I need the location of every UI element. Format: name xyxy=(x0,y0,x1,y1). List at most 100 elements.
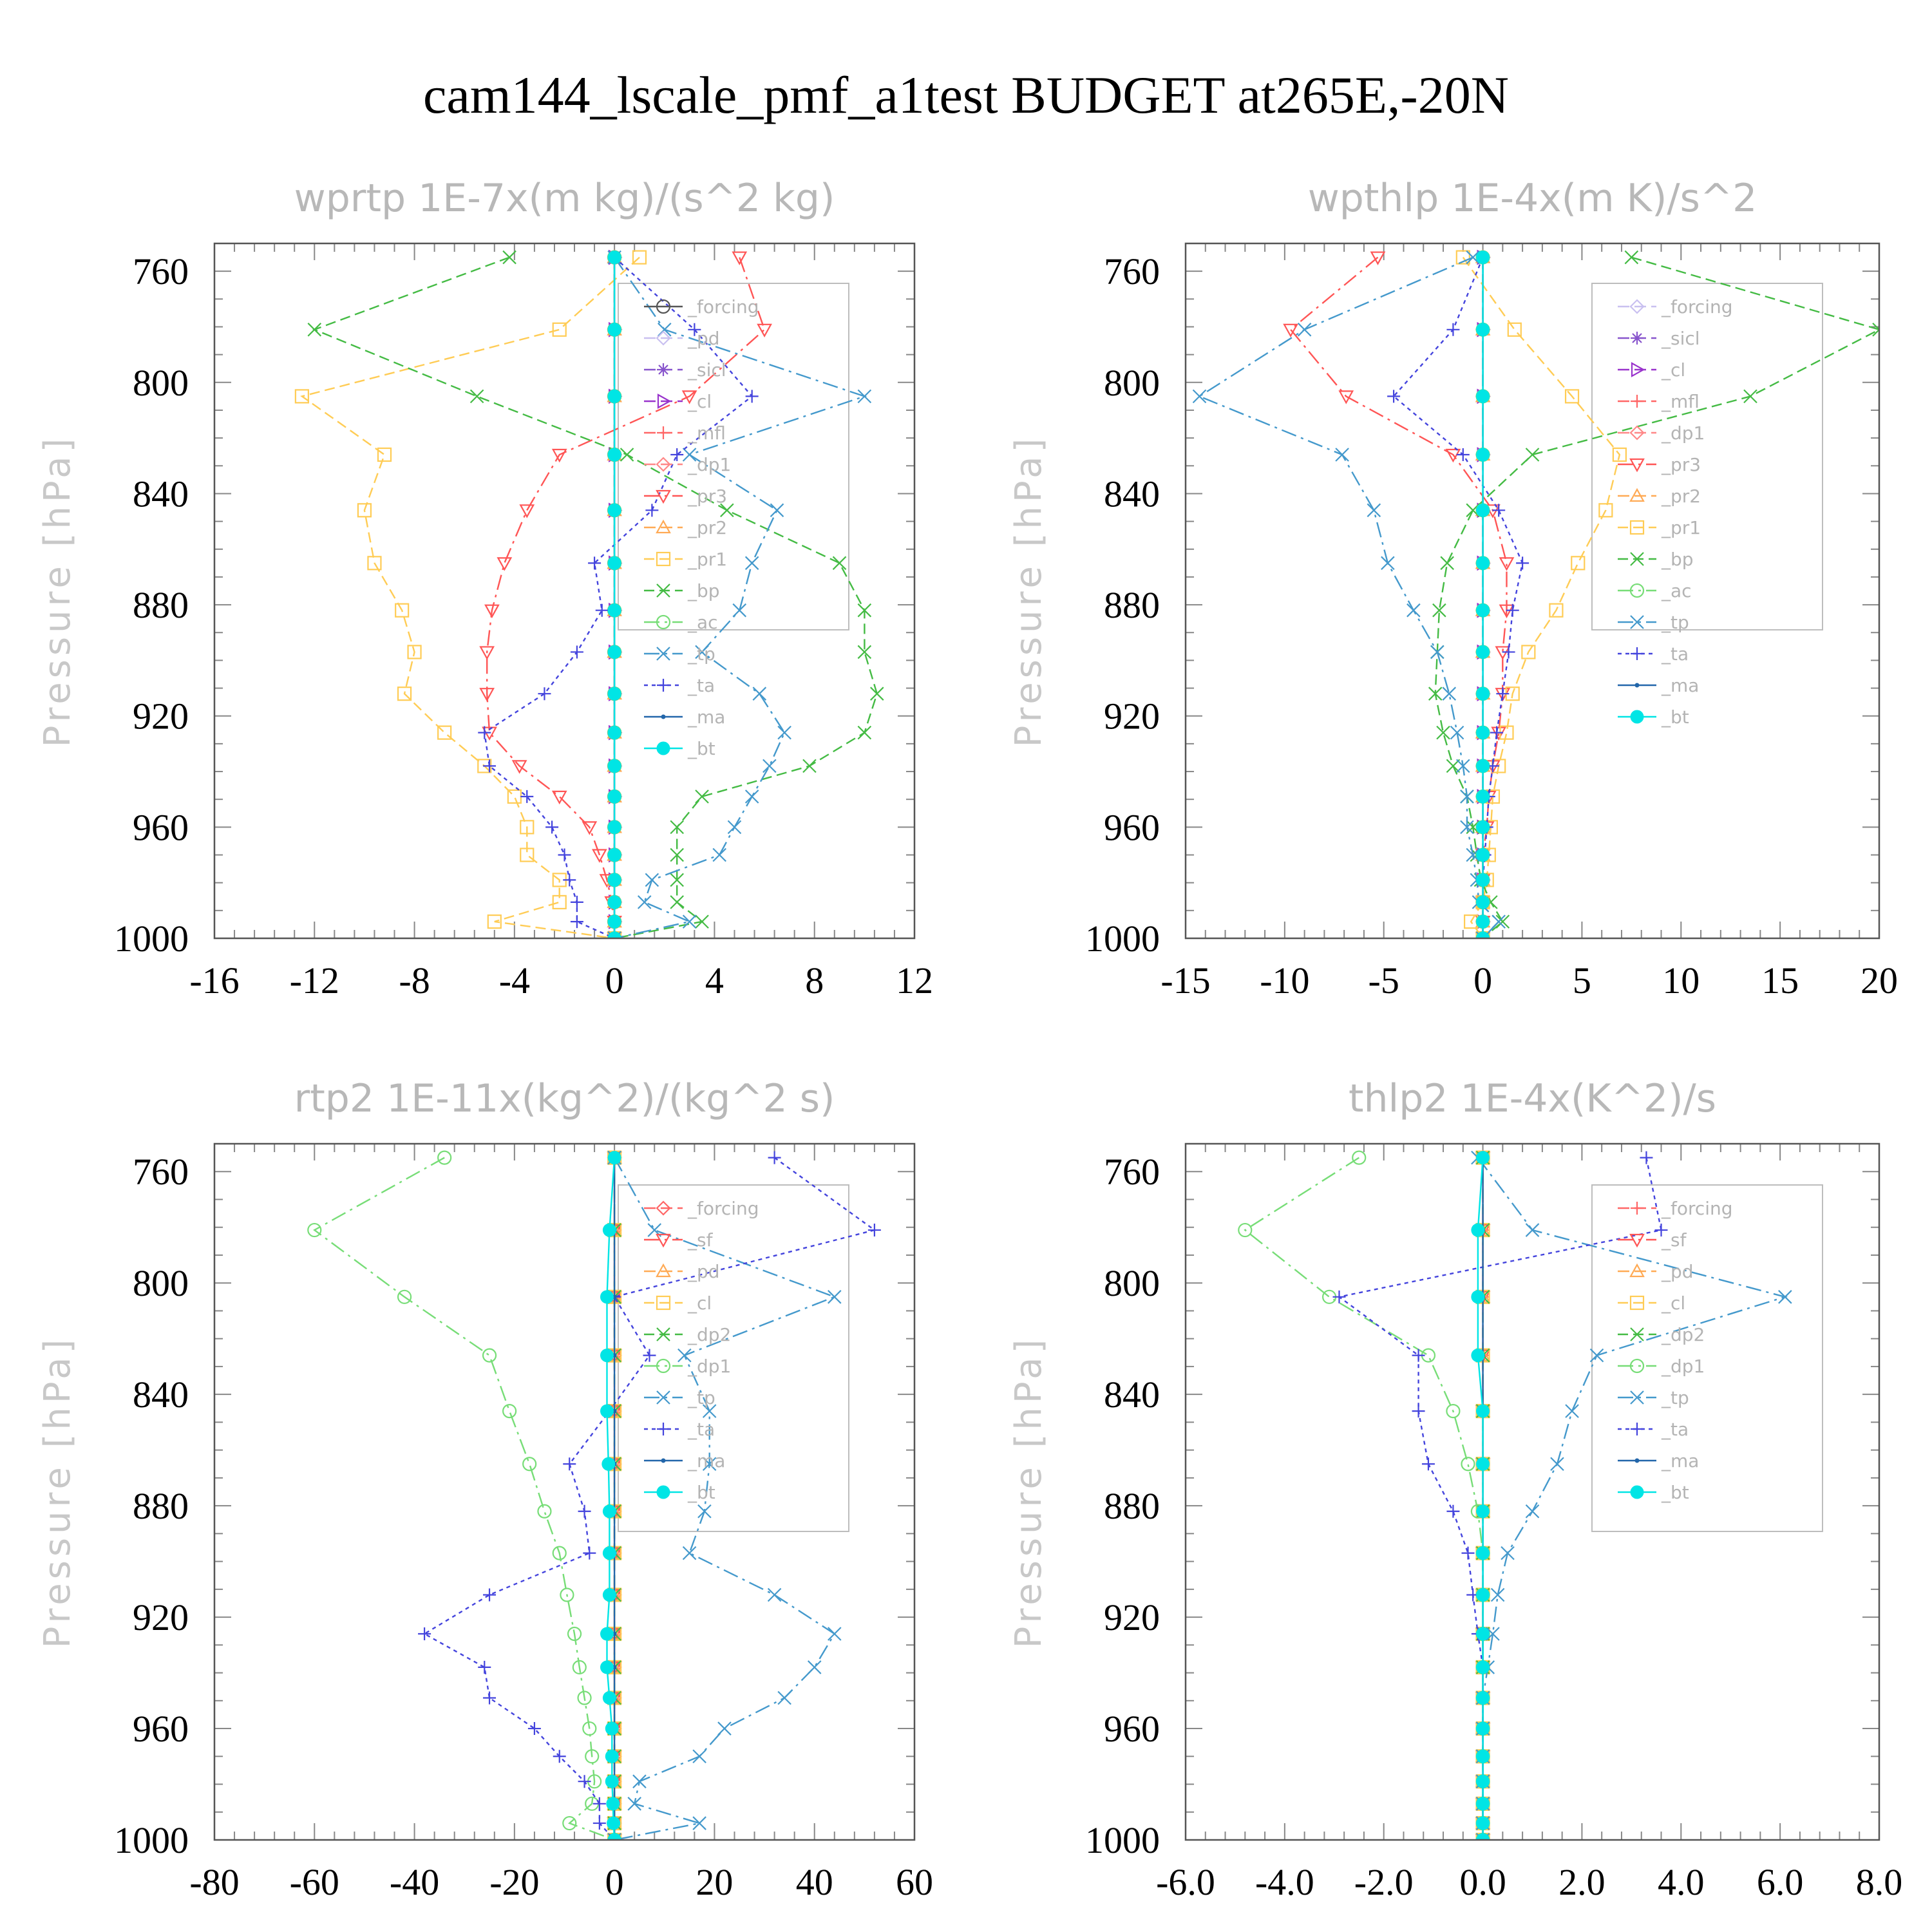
data-point xyxy=(1476,556,1490,570)
legend-entry: _pr1 xyxy=(644,549,727,570)
data-point xyxy=(572,1660,587,1675)
data-point xyxy=(562,1815,577,1831)
y-tick-label: 760 xyxy=(133,251,189,292)
data-point xyxy=(692,1816,706,1830)
legend-label: _sf xyxy=(1661,1229,1687,1251)
data-point xyxy=(1624,250,1639,265)
data-point xyxy=(1238,1222,1253,1238)
legend-marker xyxy=(1630,1485,1644,1499)
y-tick-label: 920 xyxy=(1104,696,1160,737)
data-point xyxy=(712,848,726,862)
data-point xyxy=(645,873,659,887)
series-ta xyxy=(1332,1151,1668,1840)
data-point xyxy=(1476,1816,1490,1830)
legend-marker xyxy=(1630,1390,1644,1405)
data-point xyxy=(1440,556,1454,571)
data-point xyxy=(602,1690,616,1705)
data-point xyxy=(732,603,747,618)
series-bt xyxy=(607,251,621,938)
data-point xyxy=(600,1404,614,1418)
data-point xyxy=(1490,726,1504,739)
legend-entry: _forcing xyxy=(1618,1198,1733,1219)
x-tick-label: -10 xyxy=(1260,960,1309,1001)
data-point xyxy=(607,848,621,862)
legend-marker xyxy=(1629,299,1645,314)
legend-entry: _pd xyxy=(644,1261,720,1282)
data-point xyxy=(607,603,621,618)
legend-marker xyxy=(1631,332,1643,345)
legend-label: _ta xyxy=(1661,643,1689,665)
series-line xyxy=(606,1157,616,1840)
data-point xyxy=(483,1588,497,1602)
data-point xyxy=(582,821,598,835)
data-point xyxy=(1471,1290,1485,1304)
legend-marker xyxy=(656,583,670,598)
series-ta xyxy=(1387,251,1530,938)
legend-entry: _ta xyxy=(644,1419,715,1440)
data-point xyxy=(367,556,382,571)
data-point xyxy=(437,1150,452,1165)
data-point xyxy=(1476,1797,1490,1811)
data-point xyxy=(600,1660,614,1674)
legend-label: _bp xyxy=(687,580,720,601)
legend-label: _pr1 xyxy=(1661,517,1701,538)
legend-marker xyxy=(656,1200,671,1216)
data-point xyxy=(645,504,659,517)
data-point xyxy=(695,645,709,659)
data-point xyxy=(1476,1774,1490,1788)
data-point xyxy=(607,820,621,834)
data-point xyxy=(1446,1404,1461,1419)
x-tick-label: 8 xyxy=(805,960,824,1001)
x-tick-label: 2.0 xyxy=(1558,1861,1605,1903)
data-point xyxy=(727,820,742,835)
data-point xyxy=(578,1504,591,1518)
data-point xyxy=(552,895,567,909)
data-point xyxy=(827,1290,842,1304)
legend-label: _ta xyxy=(1661,1419,1689,1440)
data-point xyxy=(670,848,684,862)
data-point xyxy=(1445,448,1461,463)
series-pr3 xyxy=(479,251,772,938)
series-line xyxy=(1289,256,1508,938)
data-point xyxy=(857,603,872,618)
legend-marker xyxy=(657,426,670,439)
legend-entry: _pr2 xyxy=(1618,486,1701,507)
series-line xyxy=(312,256,878,938)
data-point xyxy=(606,1797,620,1811)
y-tick-label: 840 xyxy=(133,473,189,515)
data-point xyxy=(483,759,497,773)
data-point xyxy=(1297,323,1312,337)
data-point xyxy=(643,1349,656,1362)
data-point xyxy=(558,848,571,862)
legend-label: _ac xyxy=(687,612,718,633)
data-point xyxy=(777,725,791,740)
data-point xyxy=(560,1587,574,1602)
legend-marker xyxy=(656,489,671,504)
data-point xyxy=(605,1721,619,1736)
data-point xyxy=(478,1660,491,1674)
data-point xyxy=(567,1626,582,1642)
data-point xyxy=(582,1721,597,1736)
legend-entry: _cl xyxy=(644,1293,712,1314)
data-point xyxy=(553,1750,566,1763)
legend-label: _pr2 xyxy=(687,517,727,538)
legend-label: _pr3 xyxy=(1661,454,1701,475)
data-point xyxy=(1496,687,1510,701)
data-point xyxy=(682,1546,697,1560)
x-tick-label: -80 xyxy=(189,1861,239,1903)
data-point xyxy=(1501,1546,1515,1560)
data-point xyxy=(502,1404,517,1419)
data-point xyxy=(1778,1290,1792,1304)
data-point xyxy=(607,323,621,337)
x-tick-label: -60 xyxy=(290,1861,339,1903)
data-point xyxy=(1466,250,1480,265)
data-point xyxy=(1525,1504,1540,1519)
panel-title: wprtp 1E-7x(m kg)/(s^2 kg) xyxy=(294,176,835,221)
data-point xyxy=(1367,503,1381,518)
x-tick-label: 8.0 xyxy=(1856,1861,1903,1903)
data-point xyxy=(1525,448,1540,462)
data-point xyxy=(832,556,847,571)
data-point xyxy=(520,848,535,862)
legend-marker xyxy=(1629,1263,1645,1278)
